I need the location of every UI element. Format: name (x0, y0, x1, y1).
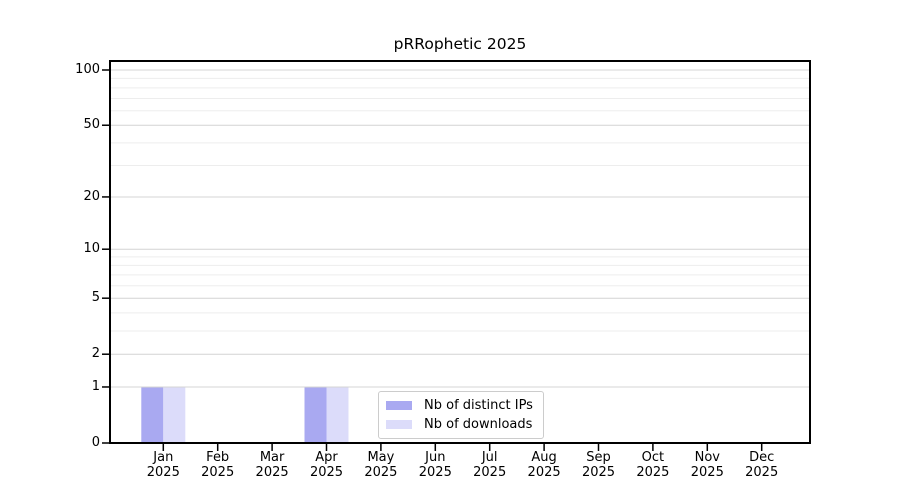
x-tick-label: Sep 2025 (581, 450, 616, 480)
x-tick-label: Feb 2025 (201, 450, 235, 480)
legend-swatch-downloads (386, 420, 412, 429)
x-tick-label: Dec 2025 (745, 450, 779, 480)
x-tick-label: Jun 2025 (418, 450, 452, 480)
legend: Nb of distinct IPs Nb of downloads (378, 391, 544, 439)
y-tick-label: 2 (91, 346, 100, 362)
legend-item-distinct-ips: Nb of distinct IPs (386, 396, 533, 415)
x-tick-label: Mar 2025 (255, 450, 289, 480)
x-tick-label: Jul 2025 (473, 450, 507, 480)
x-tick-label: Jan 2025 (146, 450, 180, 480)
bar-distinct-ips-apr (304, 386, 327, 443)
y-tick-label: 0 (91, 435, 100, 450)
x-tick-label: Oct 2025 (636, 450, 670, 480)
y-tick-label: 100 (75, 62, 100, 77)
bar-downloads-apr (326, 386, 349, 443)
y-tick-label: 10 (83, 241, 100, 257)
y-tick-label: 5 (91, 290, 100, 306)
bar-distinct-ips-jan (141, 386, 164, 443)
legend-label-downloads: Nb of downloads (424, 417, 533, 432)
x-tick-label: Aug 2025 (527, 450, 561, 480)
x-tick-label: Apr 2025 (309, 450, 344, 480)
plot-frame (109, 60, 811, 444)
legend-label-distinct-ips: Nb of distinct IPs (424, 398, 533, 413)
legend-item-downloads: Nb of downloads (386, 415, 533, 434)
legend-swatch-distinct-ips (386, 401, 412, 410)
y-tick-label: 50 (83, 117, 100, 133)
y-tick-label: 20 (83, 188, 100, 204)
x-tick-label: May 2025 (364, 450, 398, 480)
x-tick-label: Nov 2025 (690, 450, 724, 480)
y-tick-label: 1 (91, 378, 100, 394)
bar-downloads-jan (163, 386, 186, 443)
chart-title: pRRophetic 2025 (393, 35, 527, 53)
